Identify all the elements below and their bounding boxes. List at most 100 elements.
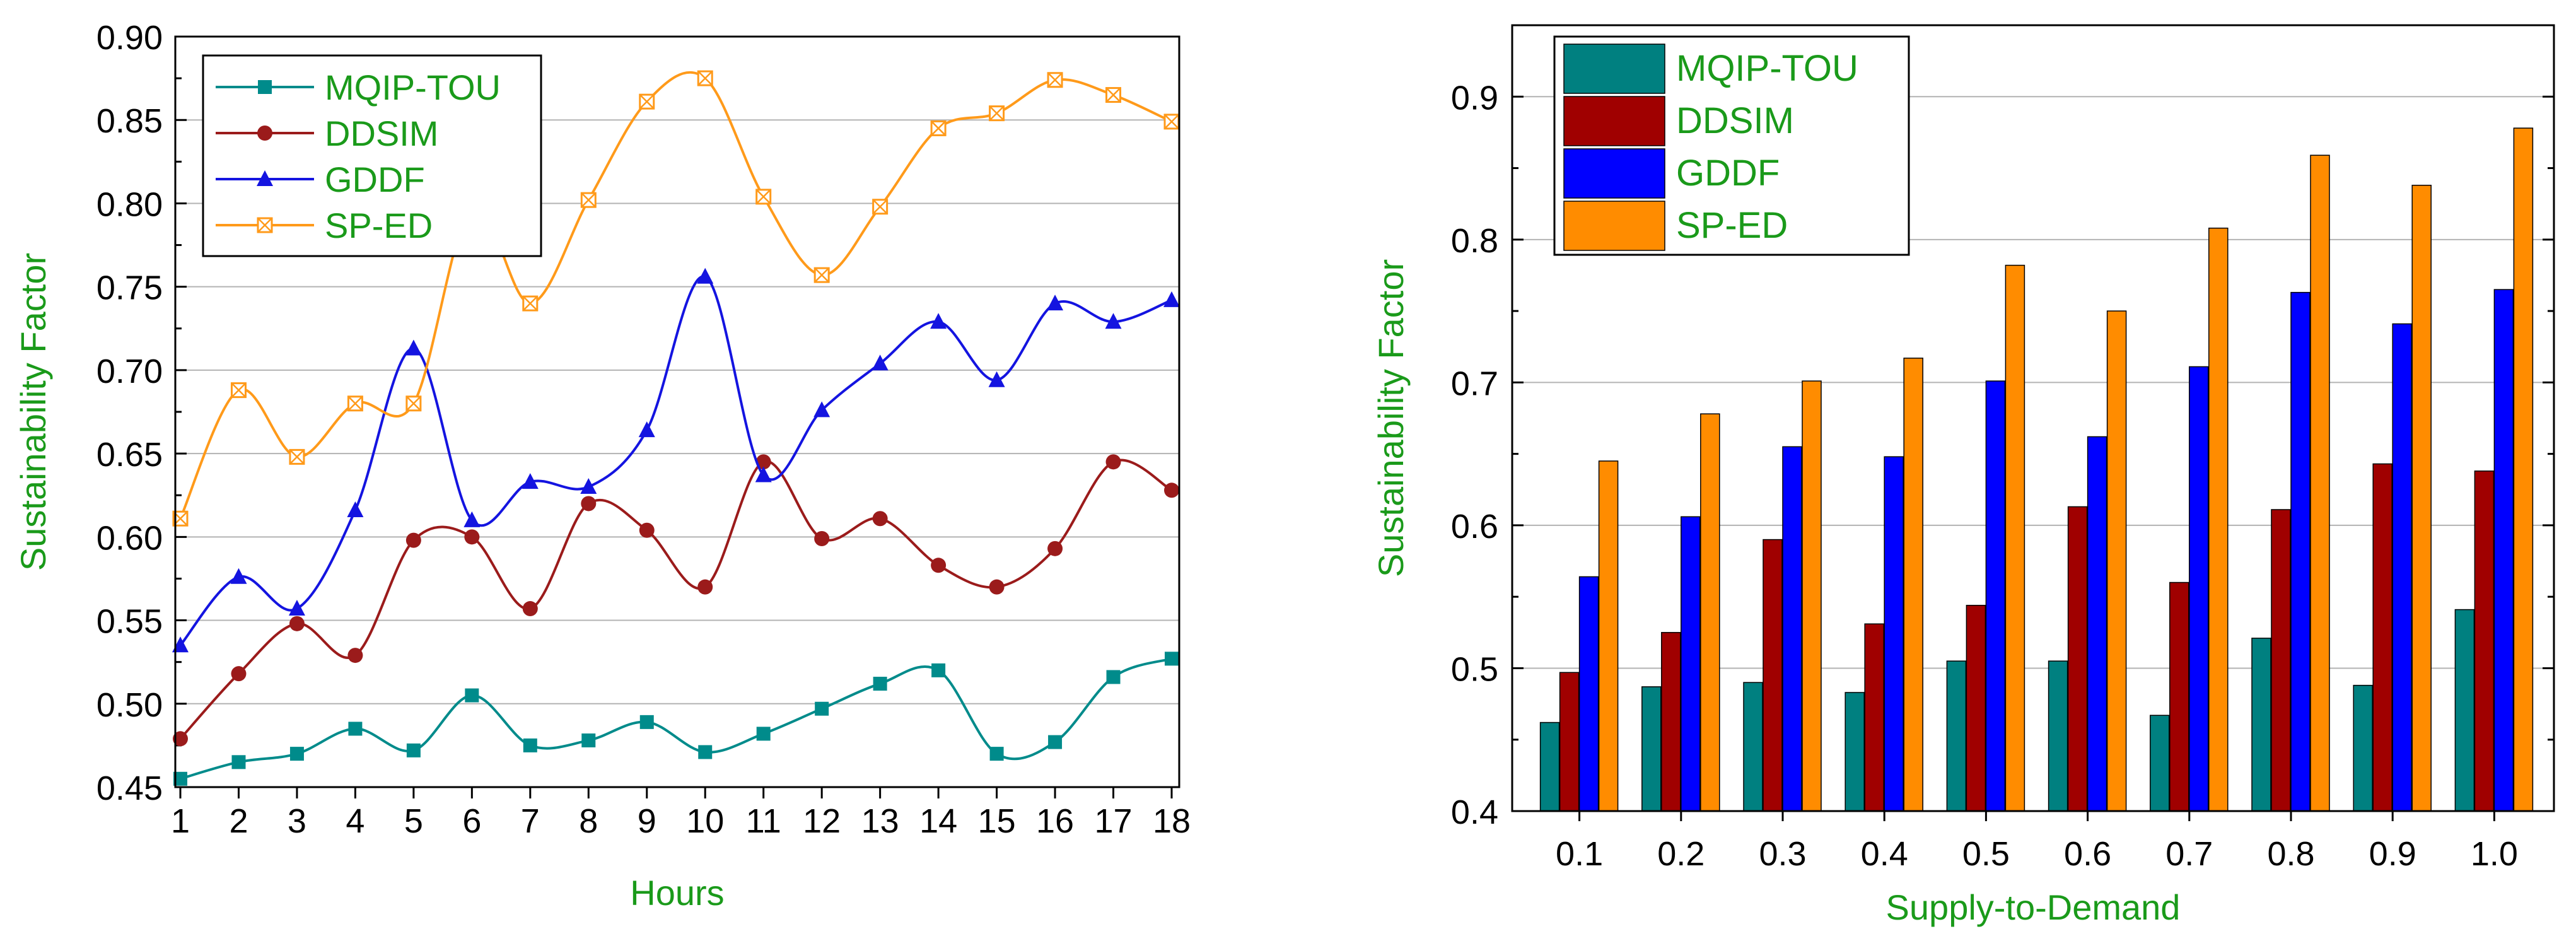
x-tick-label: 11 (746, 802, 781, 840)
legend-label: DDSIM (1676, 100, 1794, 141)
y-tick-label: 0.80 (96, 185, 163, 223)
data-point (581, 496, 597, 511)
bar-mqip-tou (1845, 692, 1865, 812)
bar-gddf (2493, 289, 2514, 812)
data-point (522, 295, 539, 312)
bar-ddsim (2372, 463, 2392, 812)
bar-mqip-tou (1743, 682, 1763, 812)
data-point (814, 530, 830, 546)
legend-label: SP-ED (1676, 205, 1788, 246)
data-point (930, 120, 947, 136)
data-point (580, 478, 597, 494)
bar-sp-ed (1598, 460, 1619, 812)
x-tick-label: 0.7 (2165, 835, 2213, 873)
y-tick-label: 0.75 (96, 269, 163, 307)
data-point (230, 382, 247, 399)
bar-ddsim (1661, 632, 1681, 812)
data-point (406, 743, 421, 757)
data-point (1165, 652, 1179, 666)
bar-chart: 0.4 0.5 0.6 0.7 0.8 0.9 0.1 0.2 0.3 0.4 0.5 0.6 0.7 0… (1371, 24, 2555, 927)
data-point (1163, 114, 1180, 130)
bar-gddf (1884, 456, 1904, 812)
x-tick-label: 0.8 (2267, 835, 2314, 873)
data-point (755, 189, 772, 205)
data-point (1105, 87, 1122, 103)
data-point (288, 600, 305, 616)
y-tick-label: 0.65 (96, 436, 163, 474)
legend-swatch (1563, 148, 1665, 199)
bar-ddsim (2067, 506, 2088, 812)
data-point (1163, 291, 1180, 307)
bar-ddsim (2474, 470, 2495, 812)
legend-label: DDSIM (325, 114, 438, 153)
x-tick-label: 4 (346, 802, 364, 840)
bar-sp-ed (2208, 227, 2229, 812)
data-point (230, 568, 247, 584)
data-point (638, 421, 655, 438)
data-point (930, 313, 947, 329)
data-point (523, 738, 537, 752)
bar-gddf (2392, 323, 2412, 812)
legend-marker (257, 170, 273, 186)
data-point (1047, 541, 1063, 556)
series-ddsim (173, 454, 1179, 747)
data-point (697, 579, 713, 595)
bar-mqip-tou (1641, 686, 1662, 812)
data-point (755, 466, 772, 482)
plot-frame (1511, 24, 2555, 812)
legend: MQIP-TOU DDSIM GDDF SP-ED (202, 54, 542, 257)
data-point (1047, 72, 1063, 88)
bar-mqip-tou (2150, 715, 2170, 812)
bar-mqip-tou (2251, 638, 2271, 812)
data-point (465, 688, 479, 703)
data-point (289, 448, 305, 465)
bar-ddsim (2169, 582, 2189, 812)
data-point (231, 666, 247, 682)
bar-ddsim (1763, 539, 1783, 812)
x-axis-label: Supply-to-Demand (1886, 887, 2181, 927)
data-point (1106, 670, 1121, 684)
data-point (173, 731, 188, 747)
bar-ddsim (1864, 623, 1884, 812)
data-point (289, 616, 305, 631)
y-tick-label: 0.60 (96, 519, 163, 557)
data-point (639, 522, 655, 538)
y-tick-label: 0.55 (96, 603, 163, 641)
series-line (179, 459, 1173, 740)
y-tick-label: 0.45 (96, 769, 163, 807)
data-point (347, 395, 363, 412)
y-tick-label: 0.9 (1451, 79, 1498, 117)
y-tick-label: 0.85 (96, 102, 163, 140)
legend-swatch (1563, 96, 1665, 146)
data-point (698, 745, 713, 759)
legend-swatch (1563, 201, 1665, 251)
bar-mqip-tou (2353, 684, 2373, 812)
data-point (755, 454, 771, 470)
series-line (180, 657, 1172, 780)
x-tick-label: 14 (919, 802, 957, 840)
data-point (231, 755, 246, 769)
data-point (756, 727, 771, 741)
y-tick-label: 0.8 (1451, 222, 1498, 260)
x-tick-label: 13 (861, 802, 899, 840)
bar-gddf (2189, 366, 2209, 812)
data-point (464, 529, 480, 545)
legend-label: SP-ED (325, 206, 433, 245)
bar-gddf (2087, 436, 2107, 812)
y-tick-label: 0.70 (96, 353, 163, 390)
bar-mqip-tou (2048, 660, 2068, 812)
x-tick-label: 12 (803, 802, 841, 840)
bar-sp-ed (2310, 155, 2330, 812)
bar-sp-ed (2411, 184, 2432, 812)
data-point (639, 93, 655, 110)
bar-sp-ed (1903, 358, 1923, 812)
bar-ddsim (2271, 509, 2291, 812)
data-point (813, 401, 830, 418)
line-chart: 0.45 0.50 0.55 0.60 0.65 0.70 0.75 0.80 0.85 0.90… (13, 19, 1191, 913)
bar-mqip-tou (2454, 609, 2475, 812)
x-tick-label: 0.9 (2369, 835, 2416, 873)
x-tick-label: 7 (521, 802, 540, 840)
data-point (815, 701, 829, 716)
bar-sp-ed (1700, 413, 1720, 812)
